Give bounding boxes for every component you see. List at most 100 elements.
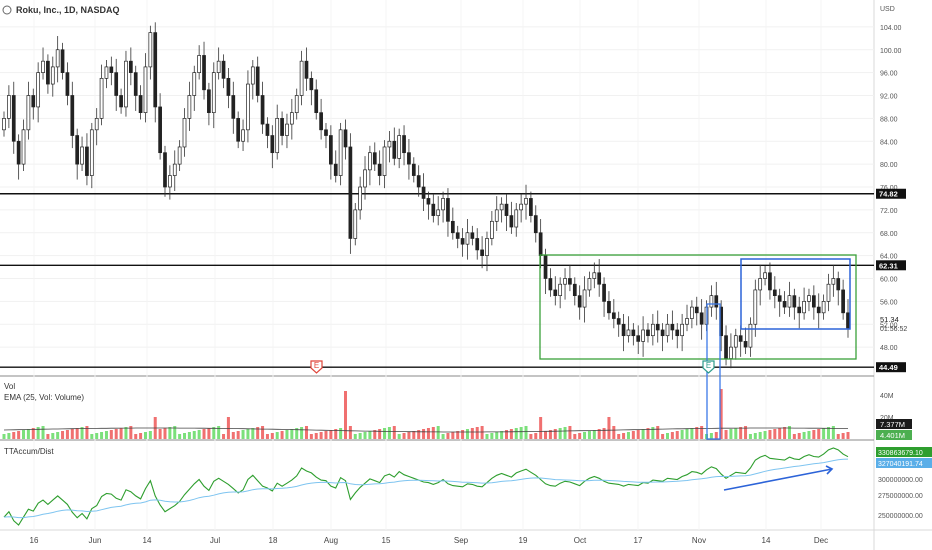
volume-bar bbox=[651, 427, 655, 439]
consolidation-box[interactable] bbox=[740, 258, 851, 330]
volume-bar bbox=[334, 429, 338, 439]
volume-bar bbox=[626, 432, 630, 439]
volume-bar bbox=[46, 434, 50, 439]
volume-bar bbox=[514, 428, 518, 439]
candle-down bbox=[133, 72, 138, 96]
candle-down bbox=[260, 95, 265, 125]
price-axis-tick: 88.00 bbox=[880, 116, 898, 123]
accum-dist-ema-line bbox=[3, 458, 849, 519]
candle-up bbox=[50, 66, 55, 85]
candle-down bbox=[743, 341, 748, 348]
candle-up bbox=[168, 175, 172, 188]
candle-down bbox=[504, 203, 509, 216]
candle-down bbox=[236, 118, 241, 142]
volume-bar bbox=[431, 427, 435, 439]
volume-bar bbox=[465, 429, 469, 439]
candle-up bbox=[524, 198, 528, 205]
volume-bar bbox=[422, 429, 426, 439]
candle-down bbox=[270, 135, 275, 154]
volume-bar bbox=[548, 430, 552, 439]
candle-down bbox=[455, 232, 460, 239]
volume-bar bbox=[139, 433, 143, 439]
candle-up bbox=[285, 123, 289, 136]
volume-bar bbox=[748, 434, 752, 439]
volume-bar bbox=[553, 429, 557, 439]
volume-bar bbox=[129, 426, 133, 439]
candle-down bbox=[646, 329, 650, 337]
candle-up bbox=[21, 129, 26, 165]
volume-bar bbox=[143, 432, 147, 439]
volume-bar bbox=[636, 430, 640, 439]
volume-bar bbox=[134, 434, 138, 439]
earnings-marker-nov[interactable]: E bbox=[702, 360, 715, 374]
volume-bar bbox=[568, 426, 572, 439]
candle-up bbox=[353, 209, 358, 239]
candle-down bbox=[475, 238, 480, 251]
candle-down bbox=[509, 215, 514, 228]
trading-range-box[interactable] bbox=[539, 254, 857, 360]
volume-bar bbox=[831, 426, 835, 439]
volume-bar bbox=[275, 432, 279, 439]
volume-bar bbox=[324, 431, 328, 439]
candle-down bbox=[538, 232, 543, 256]
candle-down bbox=[280, 118, 284, 136]
volume-bar bbox=[187, 432, 191, 439]
volume-bar bbox=[378, 429, 382, 439]
volume-bar bbox=[363, 432, 367, 439]
earnings-marker-aug[interactable]: E bbox=[310, 360, 323, 374]
volume-bar bbox=[168, 427, 172, 439]
volume-bar bbox=[587, 431, 591, 439]
volume-bar bbox=[480, 426, 484, 439]
volume-bar bbox=[183, 433, 187, 439]
volume-last-badge-bg bbox=[876, 419, 912, 429]
volume-bar bbox=[56, 432, 60, 439]
price-axis-tick: 48.00 bbox=[880, 345, 898, 352]
candle-up bbox=[651, 323, 655, 337]
candle-up bbox=[592, 272, 597, 279]
volume-bar bbox=[504, 430, 509, 439]
volume-bar bbox=[631, 431, 635, 439]
accumulation-trend-arrow[interactable] bbox=[723, 468, 833, 491]
candle-up bbox=[490, 220, 494, 239]
volume-bar bbox=[451, 432, 455, 439]
volume-bar bbox=[343, 391, 348, 439]
volume-bar bbox=[470, 428, 474, 439]
time-axis-tick: Dec bbox=[814, 536, 828, 545]
volume-bar bbox=[490, 433, 494, 439]
volume-bar bbox=[441, 434, 445, 439]
candle-down bbox=[70, 95, 75, 136]
candle-up bbox=[7, 95, 11, 119]
candle-down bbox=[816, 306, 821, 314]
candle-down bbox=[811, 295, 816, 308]
candle-down bbox=[782, 301, 787, 308]
volume-bar bbox=[407, 432, 411, 439]
volume-bar bbox=[358, 433, 362, 439]
volume-bar bbox=[329, 430, 333, 439]
candle-down bbox=[128, 60, 133, 73]
volume-bar bbox=[2, 434, 6, 439]
candle-up bbox=[729, 346, 733, 359]
price-axis-tick: 84.00 bbox=[880, 139, 898, 146]
candle-down bbox=[577, 295, 582, 308]
candle-down bbox=[407, 152, 411, 165]
volume-bar bbox=[387, 427, 391, 439]
volume-bar bbox=[119, 428, 123, 439]
volume-bar bbox=[368, 431, 372, 439]
candle-up bbox=[294, 95, 299, 114]
candle-down bbox=[529, 198, 533, 216]
accum-last-badge-bg bbox=[876, 447, 932, 457]
level-badge-value: 62.31 bbox=[879, 261, 898, 270]
volume-bar bbox=[104, 431, 108, 439]
volume-last-value: 7.377M bbox=[880, 420, 905, 429]
candle-down bbox=[460, 238, 465, 245]
candle-down bbox=[202, 55, 206, 91]
time-axis-tick: Aug bbox=[324, 536, 338, 545]
volume-bar bbox=[270, 433, 274, 439]
candle-down bbox=[568, 278, 572, 285]
volume-bar bbox=[802, 432, 806, 439]
candle-down bbox=[768, 272, 772, 291]
candle-down bbox=[226, 77, 231, 96]
accum-ema-last-value: 327040191.74 bbox=[878, 461, 923, 468]
accum-axis-tick: 300000000.00 bbox=[878, 477, 923, 484]
